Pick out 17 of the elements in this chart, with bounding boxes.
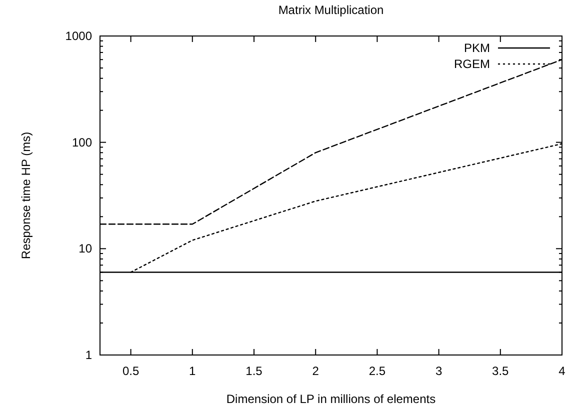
x-tick-label: 0.5 [122, 364, 140, 378]
y-tick-label: 1 [85, 348, 92, 362]
y-tick-label: 1000 [65, 29, 92, 43]
x-tick-label: 1 [189, 364, 196, 378]
x-axis-title: Dimension of LP in millions of elements [226, 392, 436, 406]
legend-label: PKM [464, 41, 490, 55]
x-tick-label: 2.5 [368, 364, 386, 378]
x-tick-label: 1.5 [246, 364, 263, 378]
legend-label: RGEM [454, 57, 490, 71]
x-tick-label: 4 [558, 364, 566, 378]
x-tick-label: 2 [312, 364, 320, 378]
y-tick-label: 100 [72, 135, 92, 150]
x-tick-label: 3 [435, 364, 442, 378]
x-tick-label: 3.5 [492, 364, 510, 378]
chart-title: Matrix Multiplication [278, 3, 384, 17]
y-axis-title: Response time HP (ms) [19, 132, 33, 260]
y-tick-label: 10 [78, 242, 92, 256]
